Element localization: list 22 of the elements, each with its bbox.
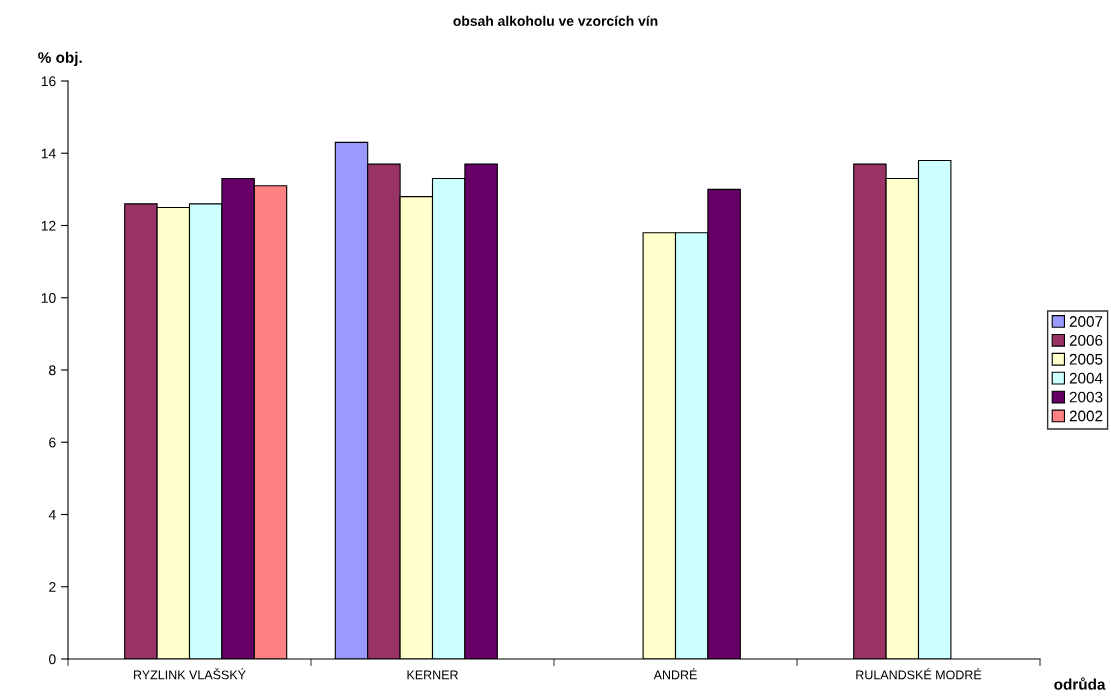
legend-label: 2007: [1069, 316, 1103, 327]
x-tick-label: RULANDSKÉ MODRÉ: [856, 668, 982, 680]
chart-title: obsah alkoholu ve vzorcích vín: [453, 15, 658, 26]
y-tick-label: 2: [49, 582, 56, 592]
legend-label: 2003: [1069, 391, 1103, 403]
x-axis-title: odrůda: [1054, 677, 1106, 690]
y-tick-label: 14: [41, 148, 56, 159]
x-tick-label: ANDRÉ: [653, 668, 697, 680]
y-tick-label: 4: [48, 509, 56, 520]
x-tick-label: RYZLINK VLAŠSKÝ: [134, 668, 246, 680]
legend-label: 2004: [1069, 372, 1103, 384]
y-tick-label: 0: [49, 654, 56, 665]
legend-label: 2002: [1069, 410, 1103, 422]
y-tick-label: 12: [41, 220, 56, 231]
legend-label: 2006: [1069, 334, 1103, 346]
y-axis-title: % obj.: [38, 51, 82, 66]
y-tick-label: 16: [41, 76, 56, 87]
y-tick-label: 6: [49, 437, 56, 448]
legend-label: 2005: [1069, 353, 1103, 365]
y-tick-label: 8: [49, 365, 56, 376]
y-tick-label: 10: [41, 293, 56, 303]
x-tick-label: KERNER: [407, 670, 458, 680]
